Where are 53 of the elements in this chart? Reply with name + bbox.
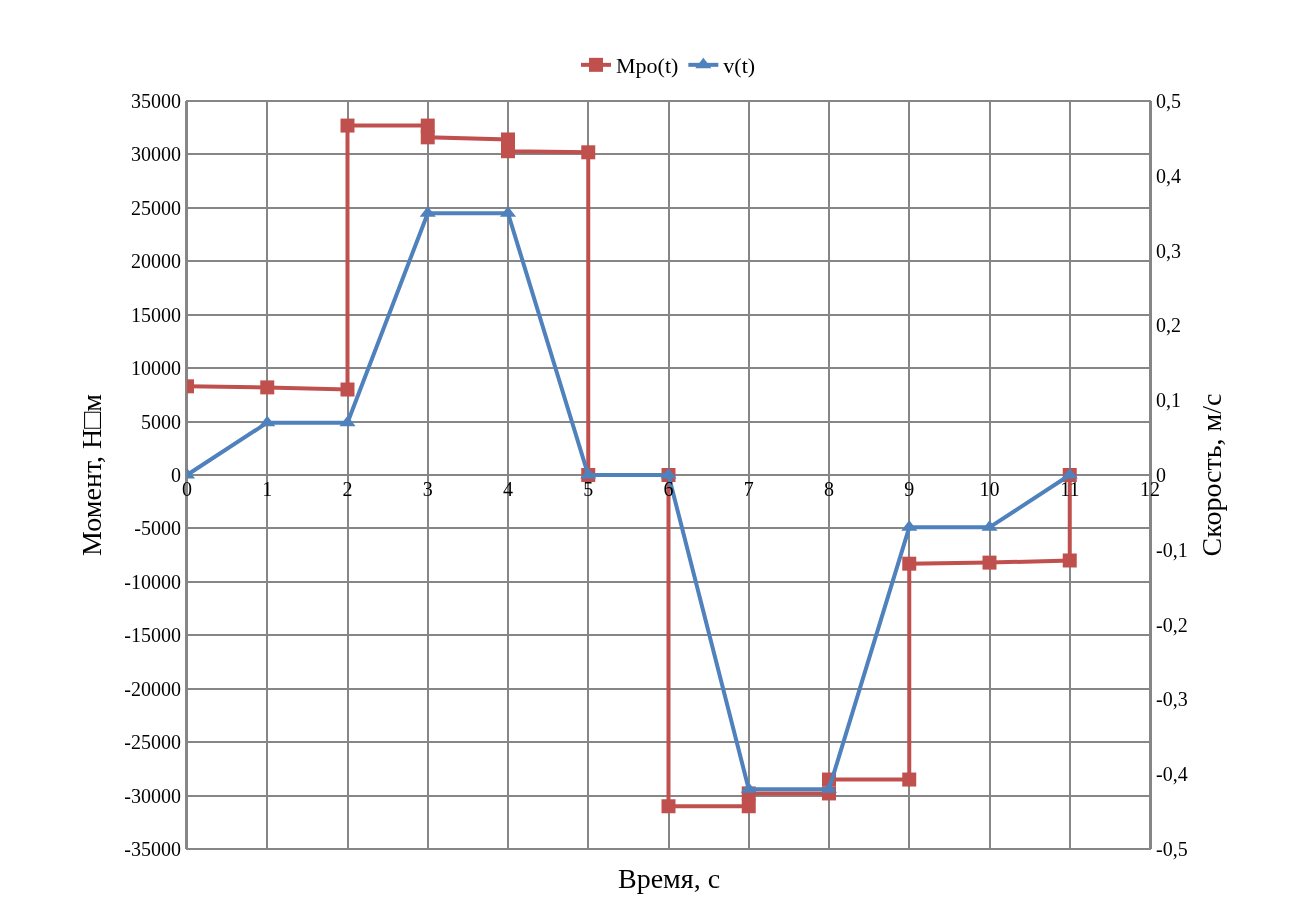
y2-tick-label: -0,4: [1156, 763, 1188, 786]
x-tick-label: 1: [262, 478, 273, 500]
x-tick-label: 7: [743, 478, 754, 500]
y2-axis-title: Скорость, м/с: [1196, 393, 1228, 557]
y2-tick-label: 0,4: [1156, 164, 1181, 187]
y2-tick-label: -0,1: [1156, 538, 1188, 561]
y-tick-label: -20000: [124, 677, 181, 700]
x-tick-label: 9: [904, 478, 915, 500]
x-axis-title: Время, с: [618, 863, 721, 894]
point: [260, 380, 275, 395]
point: [581, 145, 596, 160]
point: [741, 799, 756, 814]
legend-label: Mpo(t): [616, 53, 679, 79]
x-tick-label: 4: [503, 478, 513, 500]
y2-tick-label: 0,3: [1156, 239, 1181, 262]
legend-label: v(t): [723, 53, 756, 79]
y-tick-label: 30000: [131, 143, 181, 166]
point: [340, 118, 355, 133]
point: [259, 415, 276, 427]
y2-tick-label: -0,5: [1156, 838, 1188, 860]
y-tick-label: -10000: [124, 570, 181, 593]
y-tick-label: 5000: [141, 410, 181, 433]
y2-tick-label: 0,1: [1156, 389, 1181, 412]
x-tick-label: 10: [979, 478, 1000, 500]
x-tick-label: 2: [342, 478, 353, 500]
x-tick-label: 8: [824, 478, 834, 500]
y2-tick-label: -0,3: [1156, 688, 1188, 711]
y-tick-label: 35000: [131, 90, 181, 112]
y2-tick-label: 0,2: [1156, 314, 1181, 337]
y2-tick-label: 0,5: [1156, 90, 1181, 112]
point: [902, 556, 917, 571]
y-tick-label: -30000: [124, 784, 181, 807]
point: [339, 415, 356, 427]
point: [1062, 553, 1077, 568]
point: [661, 799, 676, 814]
point: [340, 382, 355, 397]
y-tick-label: -35000: [124, 838, 181, 860]
y-tick-label: -5000: [134, 517, 181, 540]
y-tick-label: 20000: [131, 250, 181, 273]
x-tick-label: 3: [422, 478, 433, 500]
y-axis-title: Момент, Н□м: [75, 393, 107, 556]
y-tick-label: 25000: [131, 196, 181, 219]
y2-tick-label: -0,2: [1156, 613, 1188, 636]
y-tick-label: -15000: [124, 624, 181, 647]
y-tick-label: 10000: [131, 357, 181, 380]
point: [982, 555, 997, 570]
point: [420, 130, 435, 145]
y-tick-label: -25000: [124, 731, 181, 754]
point: [902, 772, 917, 787]
point: [501, 144, 515, 159]
x-tick-label: 5: [583, 478, 594, 500]
y-tick-label: 0: [171, 464, 181, 486]
y-tick-label: 15000: [131, 303, 181, 326]
